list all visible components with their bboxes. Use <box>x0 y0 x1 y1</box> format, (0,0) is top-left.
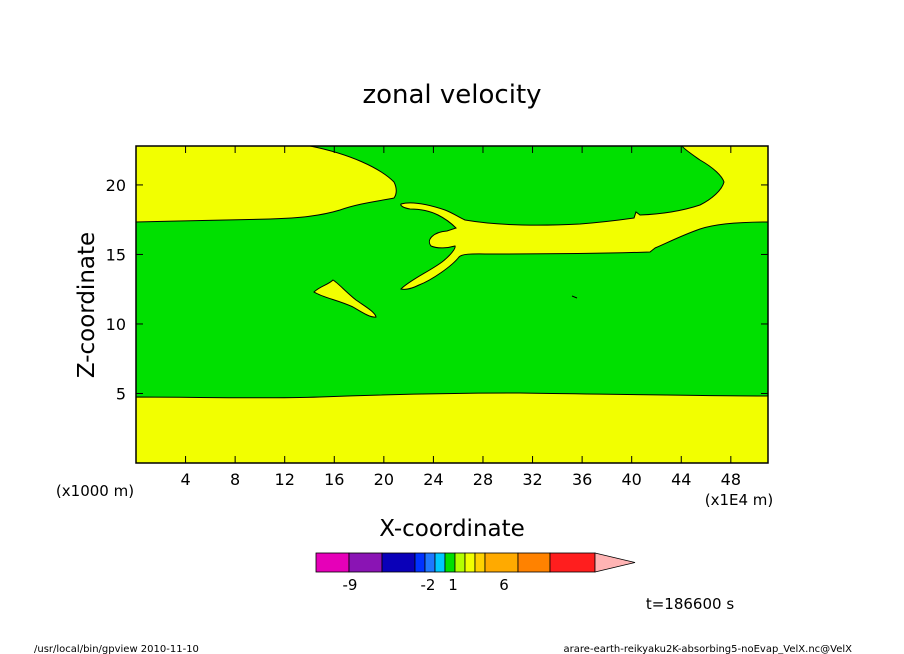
colorbar-segment-1 <box>348 552 383 573</box>
x-unit-label: (x1E4 m) <box>705 491 774 509</box>
footer-left: /usr/local/bin/gpview 2010-11-10 <box>34 644 199 654</box>
chart-title: zonal velocity <box>362 80 541 110</box>
x-tick-label-0: 4 <box>180 470 190 489</box>
y-tick-label-3: 20 <box>106 176 126 195</box>
colorbar-segment-8 <box>464 552 476 573</box>
colorbar-segment-2 <box>381 552 416 573</box>
yellow-region-upper-jet <box>400 145 769 290</box>
x-tick-label-3: 16 <box>324 470 344 489</box>
x-tick-label-4: 20 <box>374 470 394 489</box>
colorbar-segment-12 <box>549 552 596 573</box>
x-tick-label-9: 40 <box>622 470 642 489</box>
colorbar-arrow <box>594 552 636 573</box>
colorbar-segment-11 <box>517 552 551 573</box>
colorbar-label-2: 1 <box>448 576 458 594</box>
colorbar-segment-10 <box>484 552 519 573</box>
colorbar-segment-4 <box>424 552 436 573</box>
colorbar-segment-6 <box>444 552 456 573</box>
y-tick-label-1: 10 <box>106 315 126 334</box>
colorbar: -9 -2 1 6 <box>315 552 636 594</box>
colorbar-label-3: 6 <box>499 576 509 594</box>
plot-frame <box>135 145 769 464</box>
yellow-region-lens <box>313 279 377 318</box>
y-tick-label-2: 15 <box>106 245 126 264</box>
colorbar-segment-5 <box>434 552 446 573</box>
x-tick-label-10: 44 <box>671 470 691 489</box>
contour-fragment <box>571 295 578 299</box>
colorbar-label-1: -2 <box>421 576 436 594</box>
time-label: t=186600 s <box>646 595 734 613</box>
x-axis-title: X-coordinate <box>379 516 525 542</box>
x-tick-label-5: 24 <box>423 470 443 489</box>
colorbar-segment-7 <box>454 552 466 573</box>
x-tick-label-7: 32 <box>522 470 542 489</box>
x-tick-label-1: 8 <box>230 470 240 489</box>
x-tick-label-6: 28 <box>473 470 493 489</box>
yellow-region-bottom <box>135 392 769 464</box>
colorbar-segment-9 <box>474 552 486 573</box>
y-axis-title: Z-coordinate <box>74 232 100 378</box>
colorbar-segment-0 <box>315 552 350 573</box>
x-tick-label-2: 12 <box>275 470 295 489</box>
colorbar-segment-3 <box>414 552 426 573</box>
y-tick-label-0: 5 <box>116 384 126 403</box>
y-unit-label: (x1000 m) <box>56 482 134 500</box>
x-tick-label-11: 48 <box>721 470 741 489</box>
yellow-region-upper-left <box>135 145 397 223</box>
colorbar-label-0: -9 <box>343 576 358 594</box>
x-tick-label-8: 36 <box>572 470 592 489</box>
footer-right: arare-earth-reikyaku2K-absorbing5-noEvap… <box>564 644 853 654</box>
plot-area <box>135 145 769 464</box>
